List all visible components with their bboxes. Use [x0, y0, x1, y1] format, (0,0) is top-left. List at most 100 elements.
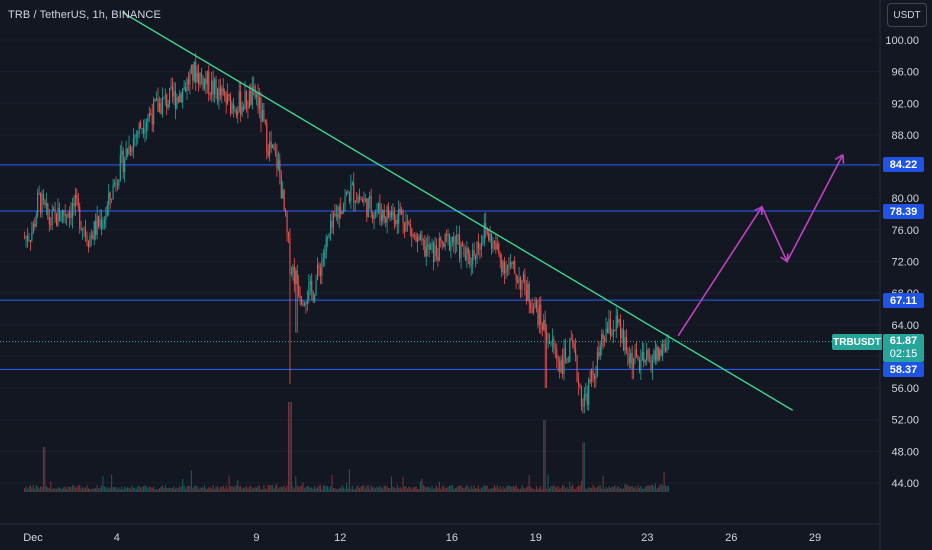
volume-bar [647, 485, 649, 492]
volume-bar [591, 487, 593, 492]
volume-bar [254, 487, 256, 492]
volume-bar [245, 486, 248, 492]
volume-bar [548, 488, 551, 492]
price-tick-label: 100.00 [885, 35, 919, 47]
projection-path[interactable] [677, 154, 844, 337]
candle-body [122, 150, 124, 173]
candle-body [174, 91, 176, 109]
candle-body [292, 266, 294, 273]
candle-body [327, 236, 329, 239]
volume-bar [151, 488, 153, 492]
volume-bar [70, 487, 72, 492]
volume-bar [614, 485, 616, 492]
volume-bar [441, 486, 443, 492]
level-tag-58[interactable]: 58.37 [883, 362, 924, 377]
volume-bar [559, 488, 561, 492]
candle-body [166, 94, 168, 108]
candle-body [620, 319, 622, 339]
volume-bar [579, 485, 581, 492]
volume-bar [257, 485, 259, 492]
candle-body [483, 222, 485, 243]
volume-bar [31, 487, 33, 492]
volume-bar [490, 488, 493, 492]
trendline[interactable] [122, 11, 794, 411]
candle-body [192, 64, 194, 81]
volume-bar [519, 488, 522, 492]
candle-body [440, 237, 442, 241]
volume-bar [127, 487, 129, 492]
candle-body [467, 248, 469, 254]
candle-body [543, 319, 545, 330]
volume-bar [386, 486, 388, 492]
candle-body [647, 349, 649, 359]
volume-bar [359, 487, 361, 492]
volume-bar [48, 487, 50, 492]
volume-bar [586, 488, 588, 492]
volume-bar [396, 484, 398, 492]
candle-body [373, 214, 375, 220]
candle-body [476, 241, 478, 259]
volume-bar [173, 486, 175, 492]
volume-bar [515, 485, 517, 492]
volume-bar [340, 487, 342, 492]
volume-bar [89, 489, 91, 492]
candle-body [364, 198, 366, 200]
candle-body [432, 242, 435, 262]
volume-bar [419, 481, 422, 492]
candle-body [514, 261, 516, 275]
volume-bar [260, 489, 262, 492]
currency-button[interactable]: USDT [887, 3, 927, 27]
volume-bar [47, 487, 49, 492]
candle-body [41, 193, 43, 213]
volume-bar [635, 488, 638, 492]
volume-bar [560, 487, 562, 492]
volume-bar [444, 488, 446, 492]
volume-bar [437, 487, 439, 492]
candle-body [460, 243, 462, 259]
candle-body [47, 202, 49, 217]
volume-bar [276, 483, 278, 492]
level-tag-84[interactable]: 84.22 [883, 157, 924, 172]
candle-body [57, 207, 59, 226]
volume-bar [163, 487, 165, 492]
candle-body [586, 393, 588, 405]
candle-body [83, 228, 85, 230]
volume-bar [527, 486, 529, 492]
candle-body [205, 78, 207, 85]
candle-body [461, 243, 464, 246]
volume-bar [71, 485, 74, 492]
volume-bar [54, 488, 56, 492]
volume-bar [479, 489, 481, 492]
volume-bar [621, 488, 623, 492]
candle-body [324, 251, 326, 258]
candle-body [421, 234, 423, 240]
candle-body [425, 246, 427, 257]
volume-bar [430, 488, 432, 492]
candle-body [119, 154, 121, 180]
level-tag-67[interactable]: 67.11 [883, 293, 924, 308]
volume-bar [166, 487, 168, 492]
volume-bar [177, 488, 179, 492]
level-tag-78[interactable]: 78.39 [883, 204, 924, 219]
volume-bar [460, 485, 462, 492]
volume-bar [196, 486, 198, 492]
candle-body [182, 88, 184, 103]
candle-body [470, 264, 472, 266]
volume-bar [518, 489, 520, 492]
candle-body [190, 64, 192, 74]
projection-arrowhead [754, 154, 845, 263]
candle-body [485, 222, 487, 228]
candle-body [611, 335, 613, 336]
volume-bar [351, 485, 353, 492]
candle-body [563, 348, 565, 374]
volume-bar [379, 485, 381, 492]
volume-bar [57, 487, 59, 492]
candle-body [551, 339, 553, 343]
volume-bar [318, 485, 320, 492]
candle-body [54, 209, 56, 214]
candle-body [95, 221, 97, 235]
time-axis[interactable]: Dec 4 9 12 16 19 23 26 29 [23, 532, 821, 544]
candle-body [649, 357, 651, 359]
candle-body [479, 248, 481, 250]
